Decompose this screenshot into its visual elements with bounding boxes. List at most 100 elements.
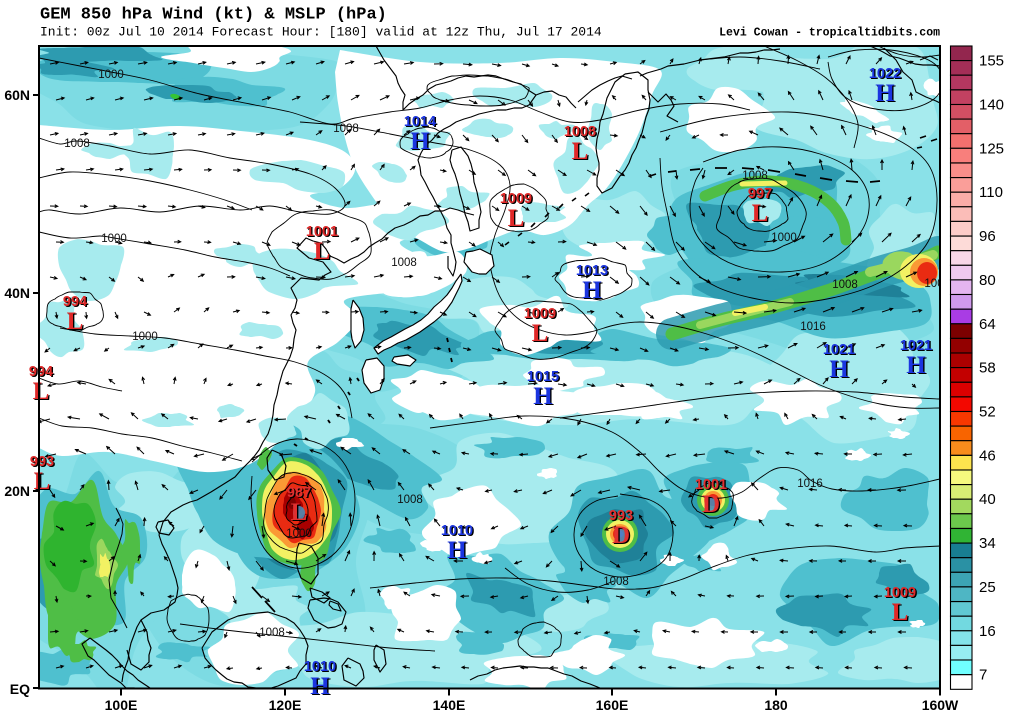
svg-text:160W: 160W	[922, 697, 959, 713]
svg-text:1008: 1008	[603, 576, 629, 588]
svg-text:1010: 1010	[305, 660, 337, 676]
svg-text:H: H	[582, 277, 602, 304]
svg-text:60N: 60N	[4, 87, 30, 103]
svg-text:1013: 1013	[577, 264, 609, 280]
svg-text:1008: 1008	[832, 279, 858, 291]
svg-text:1000: 1000	[771, 232, 797, 244]
svg-text:H: H	[447, 537, 467, 564]
svg-text:46: 46	[979, 447, 996, 464]
svg-text:H: H	[829, 356, 849, 383]
svg-text:1009: 1009	[884, 585, 916, 601]
svg-text:16: 16	[979, 623, 996, 640]
svg-text:125: 125	[979, 140, 1004, 157]
svg-text:994: 994	[30, 365, 54, 381]
svg-text:40: 40	[979, 491, 996, 508]
svg-text:52: 52	[979, 404, 996, 421]
svg-text:L: L	[532, 320, 549, 347]
svg-text:D: D	[613, 523, 631, 550]
svg-text:7: 7	[979, 667, 987, 684]
svg-text:H: H	[310, 673, 330, 700]
svg-text:H: H	[908, 353, 928, 380]
svg-text:100: 100	[924, 278, 943, 290]
svg-text:1000: 1000	[132, 331, 158, 343]
svg-text:1008: 1008	[64, 138, 90, 150]
svg-text:993: 993	[609, 508, 633, 524]
svg-text:H: H	[533, 383, 553, 410]
svg-text:EQ: EQ	[10, 681, 30, 697]
svg-text:987: 987	[287, 485, 311, 501]
svg-text:L: L	[508, 205, 525, 232]
svg-text:D: D	[612, 522, 630, 549]
svg-text:20N: 20N	[4, 483, 30, 499]
svg-text:1001: 1001	[695, 477, 727, 493]
svg-text:H: H	[875, 80, 895, 107]
svg-text:994: 994	[29, 364, 53, 380]
svg-text:L: L	[292, 500, 309, 527]
svg-text:1015: 1015	[528, 370, 560, 386]
svg-text:1008: 1008	[564, 124, 596, 140]
svg-text:1001: 1001	[306, 224, 338, 240]
svg-text:994: 994	[63, 294, 87, 310]
svg-text:110: 110	[979, 184, 1003, 201]
svg-text:34: 34	[979, 535, 996, 552]
svg-text:H: H	[410, 128, 430, 155]
svg-text:1009: 1009	[500, 191, 532, 207]
svg-text:H: H	[412, 129, 432, 156]
svg-text:L: L	[533, 321, 550, 348]
svg-text:1022: 1022	[870, 67, 902, 83]
svg-text:1010: 1010	[442, 524, 474, 540]
svg-text:Init: 00z Jul 10 2014 Forecast: Init: 00z Jul 10 2014 Forecast Hour: [18…	[40, 25, 602, 40]
svg-text:1016: 1016	[800, 321, 826, 333]
svg-text:L: L	[892, 599, 909, 626]
svg-text:1021: 1021	[900, 338, 932, 354]
svg-text:140E: 140E	[433, 697, 466, 713]
svg-text:997: 997	[749, 187, 773, 203]
svg-text:1010: 1010	[441, 523, 473, 539]
svg-text:H: H	[877, 81, 897, 108]
svg-text:L: L	[33, 378, 50, 405]
svg-text:140: 140	[979, 97, 1004, 114]
svg-text:64: 64	[979, 316, 996, 333]
svg-text:H: H	[449, 538, 469, 565]
svg-text:L: L	[314, 238, 331, 265]
svg-text:1015: 1015	[527, 369, 559, 385]
svg-text:1021: 1021	[824, 343, 856, 359]
svg-text:1008: 1008	[259, 627, 285, 639]
svg-text:L: L	[315, 239, 332, 266]
svg-text:80: 80	[979, 272, 996, 289]
svg-text:993: 993	[610, 509, 634, 525]
svg-text:1021: 1021	[901, 339, 933, 355]
svg-text:1021: 1021	[823, 342, 855, 358]
svg-text:1000: 1000	[101, 233, 127, 245]
svg-text:L: L	[509, 206, 526, 233]
svg-text:1008: 1008	[742, 170, 768, 182]
svg-text:1010: 1010	[304, 659, 336, 675]
svg-text:H: H	[906, 352, 926, 379]
svg-text:L: L	[68, 309, 85, 336]
svg-text:1008: 1008	[333, 123, 359, 135]
svg-text:H: H	[831, 357, 851, 384]
svg-text:994: 994	[64, 295, 88, 311]
svg-text:1001: 1001	[307, 225, 339, 241]
svg-text:D: D	[703, 492, 721, 519]
svg-text:1009: 1009	[525, 307, 557, 323]
svg-text:1014: 1014	[405, 115, 437, 131]
svg-text:1000: 1000	[286, 528, 312, 540]
svg-text:GEM 850 hPa Wind (kt) & MSLP (: GEM 850 hPa Wind (kt) & MSLP (hPa)	[40, 6, 387, 25]
svg-text:Levi Cowan - tropicaltidbits.c: Levi Cowan - tropicaltidbits.com	[719, 27, 940, 40]
svg-text:L: L	[34, 468, 51, 495]
svg-text:H: H	[584, 278, 604, 305]
svg-text:1009: 1009	[885, 586, 917, 602]
svg-text:1022: 1022	[869, 66, 901, 82]
svg-text:D: D	[702, 491, 720, 518]
svg-text:1016: 1016	[797, 478, 823, 490]
svg-text:H: H	[535, 384, 555, 411]
svg-text:L: L	[753, 201, 770, 228]
svg-text:L: L	[893, 600, 910, 627]
svg-text:25: 25	[979, 579, 996, 596]
svg-text:180: 180	[764, 697, 788, 713]
svg-text:L: L	[752, 200, 769, 227]
svg-text:100E: 100E	[105, 697, 138, 713]
svg-text:1000: 1000	[98, 69, 124, 81]
svg-text:993: 993	[31, 455, 55, 471]
